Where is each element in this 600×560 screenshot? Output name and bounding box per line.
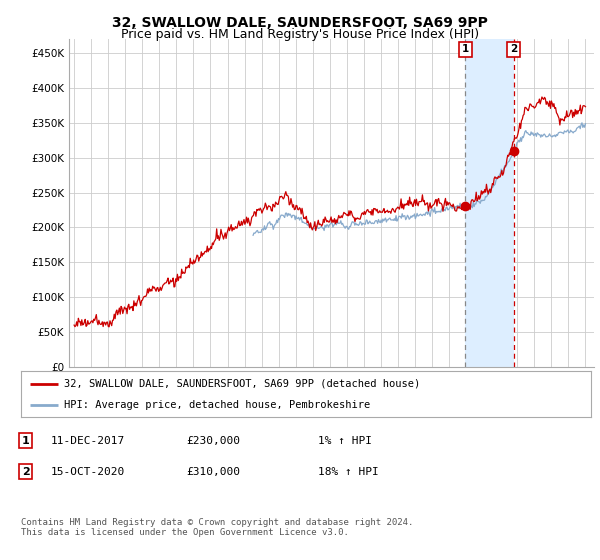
Text: 11-DEC-2017: 11-DEC-2017	[51, 436, 125, 446]
Text: 1: 1	[461, 44, 469, 54]
Text: 18% ↑ HPI: 18% ↑ HPI	[318, 466, 379, 477]
Text: 32, SWALLOW DALE, SAUNDERSFOOT, SA69 9PP (detached house): 32, SWALLOW DALE, SAUNDERSFOOT, SA69 9PP…	[64, 379, 420, 389]
Text: 1% ↑ HPI: 1% ↑ HPI	[318, 436, 372, 446]
Text: 15-OCT-2020: 15-OCT-2020	[51, 466, 125, 477]
Text: £310,000: £310,000	[186, 466, 240, 477]
Text: HPI: Average price, detached house, Pembrokeshire: HPI: Average price, detached house, Pemb…	[64, 400, 370, 410]
Text: 1: 1	[22, 436, 29, 446]
Text: 32, SWALLOW DALE, SAUNDERSFOOT, SA69 9PP: 32, SWALLOW DALE, SAUNDERSFOOT, SA69 9PP	[112, 16, 488, 30]
Text: 2: 2	[22, 466, 29, 477]
Bar	[466, 39, 514, 367]
Text: Contains HM Land Registry data © Crown copyright and database right 2024.
This d: Contains HM Land Registry data © Crown c…	[21, 518, 413, 538]
Text: 2: 2	[510, 44, 517, 54]
Text: £230,000: £230,000	[186, 436, 240, 446]
Text: Price paid vs. HM Land Registry's House Price Index (HPI): Price paid vs. HM Land Registry's House …	[121, 28, 479, 41]
